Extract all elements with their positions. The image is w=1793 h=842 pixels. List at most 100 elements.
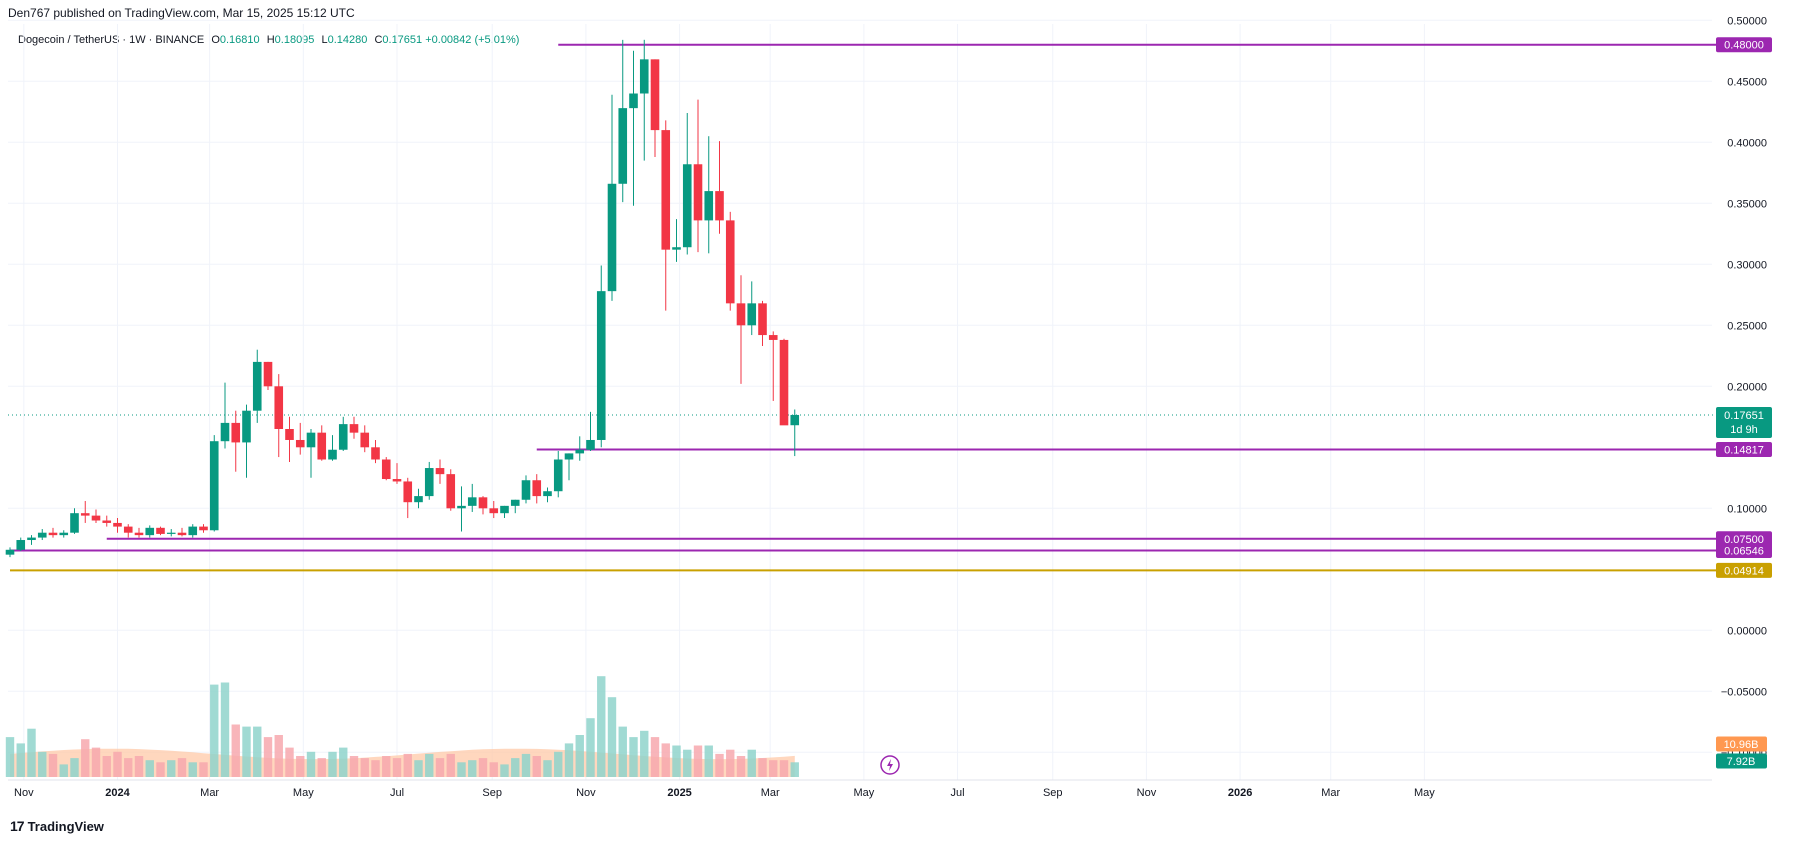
candle-body bbox=[263, 361, 273, 387]
volume-bar bbox=[425, 753, 434, 777]
volume-bar bbox=[597, 676, 606, 777]
candle-body bbox=[349, 424, 359, 433]
candle-body bbox=[715, 191, 724, 221]
volume-bar bbox=[91, 747, 101, 777]
volume-bar bbox=[382, 756, 391, 777]
candle-body bbox=[607, 183, 617, 292]
brand-name: TradingView bbox=[27, 818, 104, 834]
volume-bar bbox=[683, 749, 692, 777]
candle-body bbox=[381, 459, 391, 480]
candle-body bbox=[553, 459, 563, 492]
level-badge-label: 0.48000 bbox=[1724, 40, 1764, 52]
candle-body bbox=[123, 526, 133, 533]
candle-body bbox=[59, 532, 69, 536]
volume-bar bbox=[468, 760, 477, 777]
candle-body bbox=[5, 549, 15, 555]
published-caption: Den767 published on TradingView.com, Mar… bbox=[8, 6, 355, 20]
price-tick-label: 0.35000 bbox=[1727, 198, 1767, 210]
candle-body bbox=[360, 432, 370, 448]
volume-bar bbox=[124, 758, 133, 777]
candle-body bbox=[285, 429, 294, 440]
candle-body bbox=[274, 386, 284, 429]
candle-body bbox=[725, 220, 735, 304]
volume-bar bbox=[306, 751, 316, 777]
candle-body bbox=[596, 291, 606, 440]
open-label: O bbox=[211, 34, 220, 46]
volume-bar bbox=[726, 749, 735, 777]
volume-bar bbox=[457, 762, 466, 777]
volume-bar bbox=[586, 718, 595, 777]
volume-badge-label: 7.92B bbox=[1727, 756, 1756, 768]
volume-bar bbox=[263, 737, 273, 777]
volume-bar bbox=[285, 747, 294, 777]
low-label: L bbox=[321, 34, 328, 46]
candle-body bbox=[639, 59, 649, 94]
volume-bar bbox=[640, 730, 649, 777]
candle-body bbox=[758, 303, 767, 336]
candle-body bbox=[564, 453, 574, 460]
flash-icon[interactable] bbox=[880, 755, 900, 775]
candle-body bbox=[317, 432, 327, 460]
last-price-label: 0.17651 bbox=[1724, 410, 1764, 422]
volume-bar bbox=[167, 760, 176, 777]
candle-body bbox=[295, 439, 305, 448]
volume-bar bbox=[693, 745, 703, 777]
volume-bar bbox=[779, 760, 789, 777]
volume-bar bbox=[188, 762, 197, 777]
time-tick-label: Nov bbox=[576, 787, 596, 799]
volume-bar bbox=[521, 753, 531, 777]
candle-body bbox=[27, 537, 36, 541]
level-lines bbox=[8, 43, 1718, 572]
candle-body bbox=[177, 532, 187, 536]
time-tick-label: Jul bbox=[951, 787, 965, 799]
candle-body bbox=[682, 164, 692, 248]
volume-bar bbox=[220, 682, 230, 777]
price-tick-label: −0.05000 bbox=[1721, 686, 1767, 698]
candle-body bbox=[91, 515, 101, 521]
volume-bar bbox=[435, 758, 445, 777]
price-axis[interactable]: 0.50000 0.45000 0.40000 0.35000 0.30000 0.250… bbox=[1721, 15, 1767, 759]
volume-bar bbox=[38, 751, 47, 777]
high-label: H bbox=[266, 34, 275, 46]
candle-body bbox=[37, 532, 47, 538]
candle-body bbox=[113, 522, 122, 527]
candle-body bbox=[48, 532, 58, 536]
price-tick-label: 0.00000 bbox=[1727, 625, 1767, 637]
volume-bar bbox=[231, 724, 240, 777]
candle-body bbox=[747, 303, 757, 326]
volume-bar bbox=[564, 743, 574, 777]
volume-bar bbox=[27, 728, 36, 777]
volume-bar bbox=[478, 758, 488, 777]
level-badge bbox=[1716, 542, 1772, 558]
time-tick-label: May bbox=[1414, 787, 1435, 799]
candle-body bbox=[338, 424, 348, 450]
candle-body bbox=[779, 339, 789, 426]
symbol-title[interactable]: Dogecoin / TetherUS · 1W · BINANCE bbox=[18, 34, 205, 46]
candle-body bbox=[446, 474, 456, 509]
level-badge-label: 0.06546 bbox=[1724, 545, 1764, 557]
candle-body bbox=[242, 410, 251, 443]
candle-body bbox=[435, 468, 445, 475]
volume-badge-label: 10.96B bbox=[1724, 739, 1759, 751]
time-tick-label: Nov bbox=[1137, 787, 1157, 799]
candle-body bbox=[371, 447, 380, 460]
time-axis[interactable]: Nov 2024 Mar May Jul Sep Nov 2025 Mar May Jul Sep No… bbox=[14, 787, 1435, 799]
price-tick-label: 0.25000 bbox=[1727, 320, 1767, 332]
open-value: 0.16810 bbox=[219, 34, 260, 46]
volume-bar bbox=[371, 760, 380, 777]
tradingview-logo[interactable]: 17 TradingView bbox=[10, 818, 104, 834]
volume-bar bbox=[113, 751, 122, 777]
volume-pane bbox=[5, 676, 799, 777]
candle-body bbox=[102, 520, 112, 523]
time-tick-label: Nov bbox=[14, 787, 34, 799]
time-tick-label: Mar bbox=[1321, 787, 1340, 799]
volume-bar bbox=[177, 758, 187, 777]
price-tick-label: 0.45000 bbox=[1727, 76, 1767, 88]
volume-bar bbox=[575, 735, 584, 777]
volume-bar bbox=[349, 756, 359, 777]
countdown-label: 1d 9h bbox=[1730, 424, 1758, 436]
volume-bar bbox=[414, 760, 423, 777]
low-value: 0.14280 bbox=[327, 34, 368, 46]
volume-bar bbox=[511, 758, 520, 777]
